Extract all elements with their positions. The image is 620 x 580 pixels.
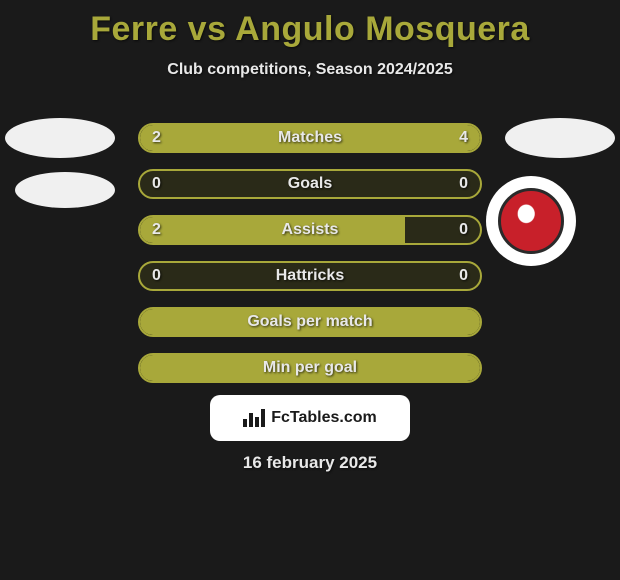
stat-label: Goals [140, 171, 480, 197]
page-title: Ferre vs Angulo Mosquera [0, 0, 620, 49]
club-badge-icon [498, 188, 564, 254]
stat-row-matches: 2 Matches 4 [138, 123, 482, 153]
stat-row-gpm: Goals per match [138, 307, 482, 337]
comparison-bars: 2 Matches 4 0 Goals 0 2 Assists 0 0 Hatt… [138, 123, 482, 399]
player1-avatar-bottom [15, 172, 115, 208]
branding-pill[interactable]: FcTables.com [210, 395, 410, 441]
player2-club-logo [486, 176, 576, 266]
stat-value-right: 0 [459, 263, 468, 289]
stat-row-assists: 2 Assists 0 [138, 215, 482, 245]
branding-text: FcTables.com [271, 409, 377, 427]
stat-label: Matches [140, 125, 480, 151]
player2-avatar-top [505, 118, 615, 158]
chart-icon [243, 409, 265, 427]
stat-row-goals: 0 Goals 0 [138, 169, 482, 199]
stat-value-right: 4 [459, 125, 468, 151]
player1-avatar-top [5, 118, 115, 158]
stat-label: Min per goal [140, 355, 480, 381]
stat-label: Assists [140, 217, 480, 243]
stat-value-right: 0 [459, 217, 468, 243]
subtitle: Club competitions, Season 2024/2025 [0, 61, 620, 79]
date-text: 16 february 2025 [0, 453, 620, 473]
stat-label: Hattricks [140, 263, 480, 289]
stat-value-right: 0 [459, 171, 468, 197]
stat-label: Goals per match [140, 309, 480, 335]
stat-row-mpg: Min per goal [138, 353, 482, 383]
stat-row-hattricks: 0 Hattricks 0 [138, 261, 482, 291]
